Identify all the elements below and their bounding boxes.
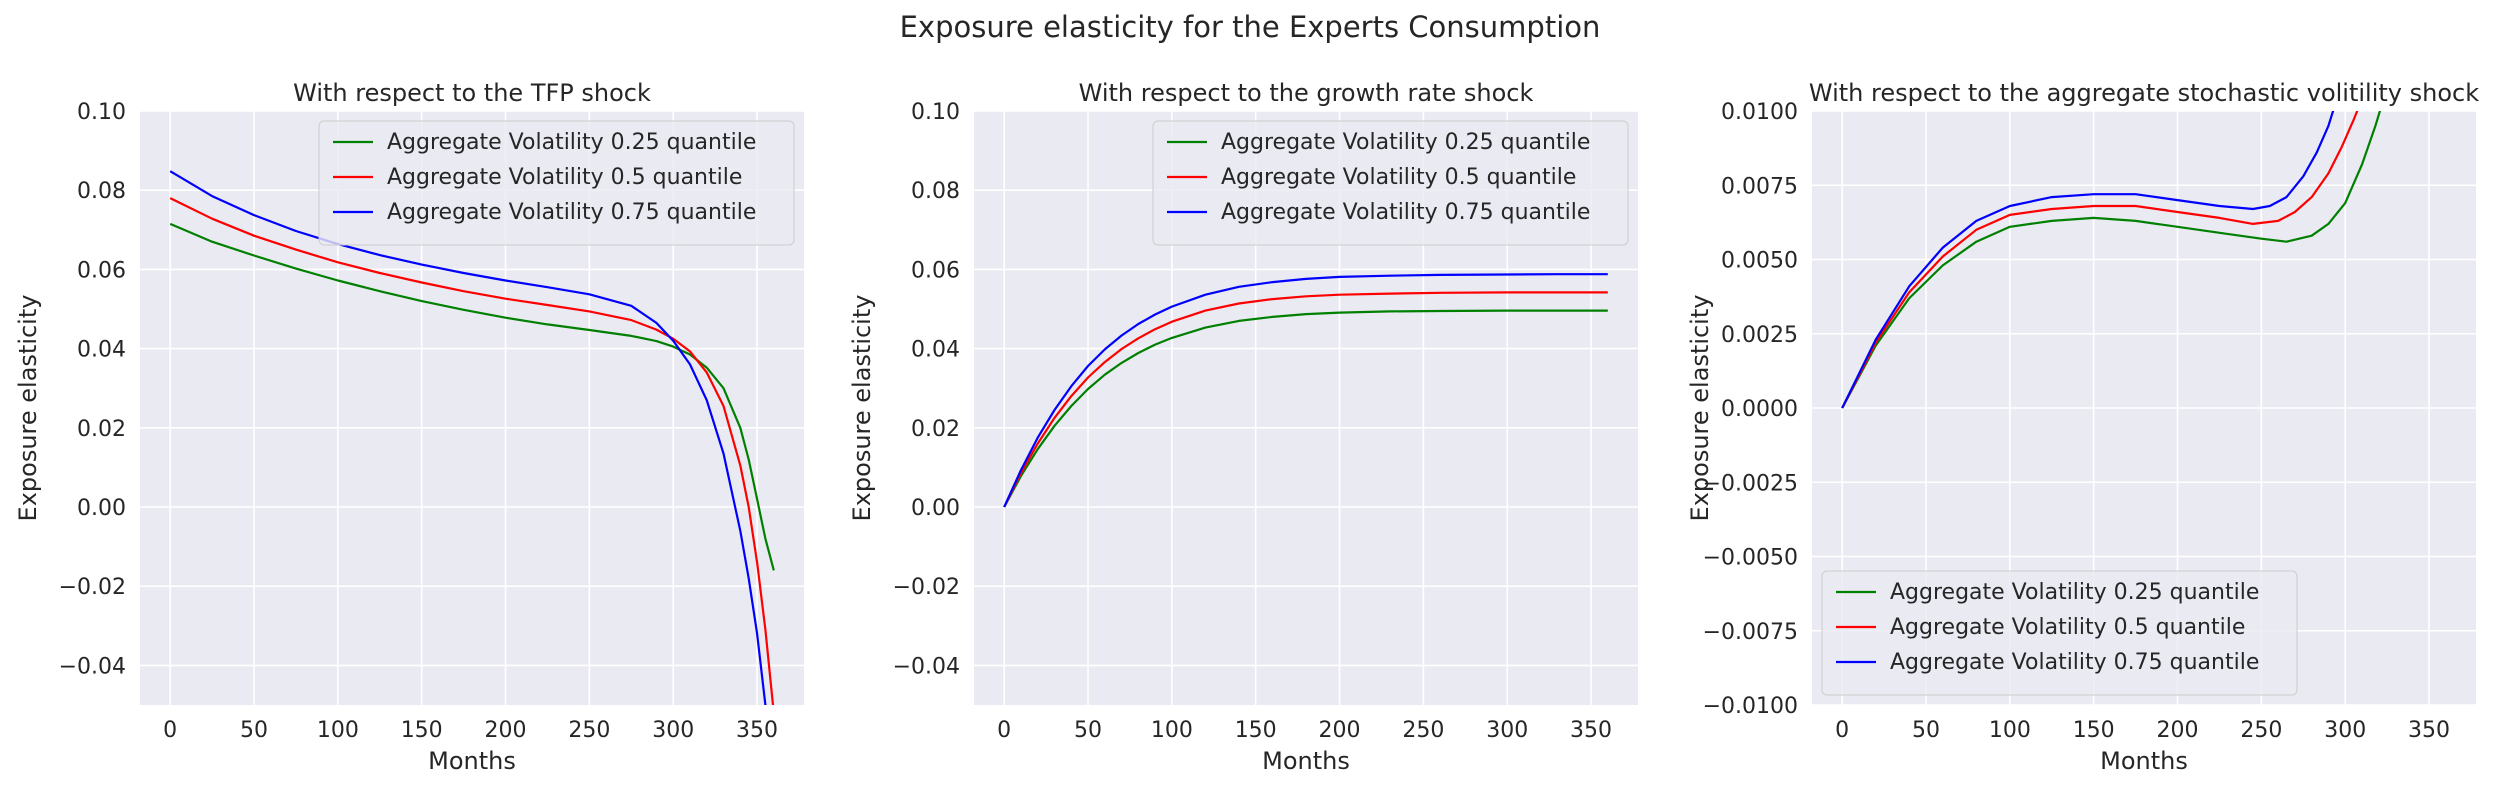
y-tick-label: 0.04: [77, 338, 126, 363]
y-axis-label: Exposure elasticity: [1686, 295, 1714, 522]
x-tick-label: 200: [2157, 718, 2199, 743]
y-axis-label: Exposure elasticity: [848, 295, 876, 522]
x-tick-label: 300: [2324, 718, 2366, 743]
y-axis-label: Exposure elasticity: [14, 295, 42, 522]
x-tick-label: 50: [1912, 718, 1940, 743]
legend: Aggregate Volatility 0.25 quantile Aggreg…: [1821, 570, 2298, 696]
y-tick-label: 0.00: [911, 496, 960, 521]
series-line-1: [1841, 111, 2359, 409]
legend-entry: Aggregate Volatility 0.75 quantile: [1890, 650, 2259, 675]
x-tick-label: 0: [997, 718, 1011, 743]
legend-entry: Aggregate Volatility 0.75 quantile: [387, 200, 756, 225]
y-tick-label: 0.06: [77, 258, 126, 283]
y-tick-label: 0.00: [77, 496, 126, 521]
y-tick-label: 0.02: [911, 417, 960, 442]
x-tick-label: 50: [1074, 718, 1102, 743]
y-tick-label: 0.10: [911, 100, 960, 125]
legend: Aggregate Volatility 0.25 quantile Aggreg…: [1152, 120, 1629, 246]
y-tick-label: 0.10: [77, 100, 126, 125]
y-tick-label: 0.0075: [1721, 174, 1798, 199]
x-tick-label: 250: [568, 718, 610, 743]
legend-entry: Aggregate Volatility 0.25 quantile: [387, 130, 756, 155]
x-tick-label: 100: [1989, 718, 2031, 743]
x-tick-label: 0: [163, 718, 177, 743]
y-tick-label: 0.0000: [1721, 397, 1798, 422]
subplot-title: With respect to the TFP shock: [293, 79, 651, 107]
legend-entry: Aggregate Volatility 0.5 quantile: [387, 165, 742, 190]
x-tick-label: 250: [2240, 718, 2282, 743]
x-axis-label: Months: [428, 747, 516, 775]
series-line-0: [169, 222, 775, 571]
legend-entry: Aggregate Volatility 0.25 quantile: [1221, 130, 1590, 155]
x-tick-label: 150: [401, 718, 443, 743]
legend-entry: Aggregate Volatility 0.5 quantile: [1221, 165, 1576, 190]
x-tick-label: 350: [1570, 718, 1612, 743]
y-tick-label: −0.04: [59, 654, 126, 679]
subplot-tfp-shock: 0 50 100 150 200 250 300 350 −0.04 −0.02 0.00 0.02 0…: [14, 79, 804, 775]
x-axis-label: Months: [1262, 747, 1350, 775]
x-tick-label: 100: [317, 718, 359, 743]
figure-title: Exposure elasticity for the Experts Cons…: [899, 10, 1601, 44]
x-tick-label: 300: [1486, 718, 1528, 743]
y-tick-label: 0.06: [911, 258, 960, 283]
x-tick-label: 350: [736, 718, 778, 743]
y-tick-label: −0.0025: [1703, 471, 1798, 496]
series-line-1: [169, 197, 775, 705]
x-tick-label: 200: [485, 718, 527, 743]
legend-box: [318, 120, 795, 246]
subplot-title: With respect to the aggregate stochastic…: [1809, 79, 2479, 107]
legend-entry: Aggregate Volatility 0.75 quantile: [1221, 200, 1590, 225]
legend-entry: Aggregate Volatility 0.5 quantile: [1890, 615, 2245, 640]
x-tick-label: 150: [1235, 718, 1277, 743]
x-tick-label: 0: [1835, 718, 1849, 743]
y-tick-label: −0.0050: [1703, 546, 1798, 571]
y-tick-label: −0.04: [893, 654, 960, 679]
y-tick-label: 0.08: [77, 179, 126, 204]
series-line-0: [1841, 111, 2382, 409]
x-tick-label: 350: [2408, 718, 2450, 743]
x-axis-label: Months: [2100, 747, 2188, 775]
y-tick-label: −0.02: [59, 575, 126, 600]
legend-entry: Aggregate Volatility 0.25 quantile: [1890, 580, 2259, 605]
legend-box: [1152, 120, 1629, 246]
x-tick-label: 250: [1402, 718, 1444, 743]
x-tick-label: 150: [2073, 718, 2115, 743]
y-tick-label: 0.0050: [1721, 249, 1798, 274]
y-tick-label: 0.04: [911, 338, 960, 363]
series-line-1: [1003, 291, 1608, 508]
y-tick-label: 0.02: [77, 417, 126, 442]
y-tick-label: 0.08: [911, 179, 960, 204]
legend: Aggregate Volatility 0.25 quantile Aggreg…: [318, 120, 795, 246]
series-line-2: [169, 170, 767, 705]
y-tick-label: −0.02: [893, 575, 960, 600]
series-line-2: [1003, 273, 1608, 508]
series-line-2: [1841, 111, 2335, 409]
x-tick-label: 50: [240, 718, 268, 743]
x-tick-label: 100: [1151, 718, 1193, 743]
x-tick-label: 200: [1319, 718, 1361, 743]
y-tick-label: 0.0025: [1721, 323, 1798, 348]
subplot-growth-rate-shock: 0 50 100 150 200 250 300 350 −0.04 −0.02 0.00 0.02 0…: [848, 79, 1638, 775]
y-tick-label: −0.0075: [1703, 620, 1798, 645]
subplot-stochastic-volatility-shock: 0 50 100 150 200 250 300 350 −0.0100 −0.0075 −0.00…: [1686, 79, 2479, 775]
subplot-title: With respect to the growth rate shock: [1079, 79, 1534, 107]
series-line-0: [1003, 309, 1608, 508]
legend-box: [1821, 570, 2298, 696]
y-tick-label: 0.0100: [1721, 100, 1798, 125]
x-tick-label: 300: [652, 718, 694, 743]
y-tick-label: −0.0100: [1703, 694, 1798, 719]
